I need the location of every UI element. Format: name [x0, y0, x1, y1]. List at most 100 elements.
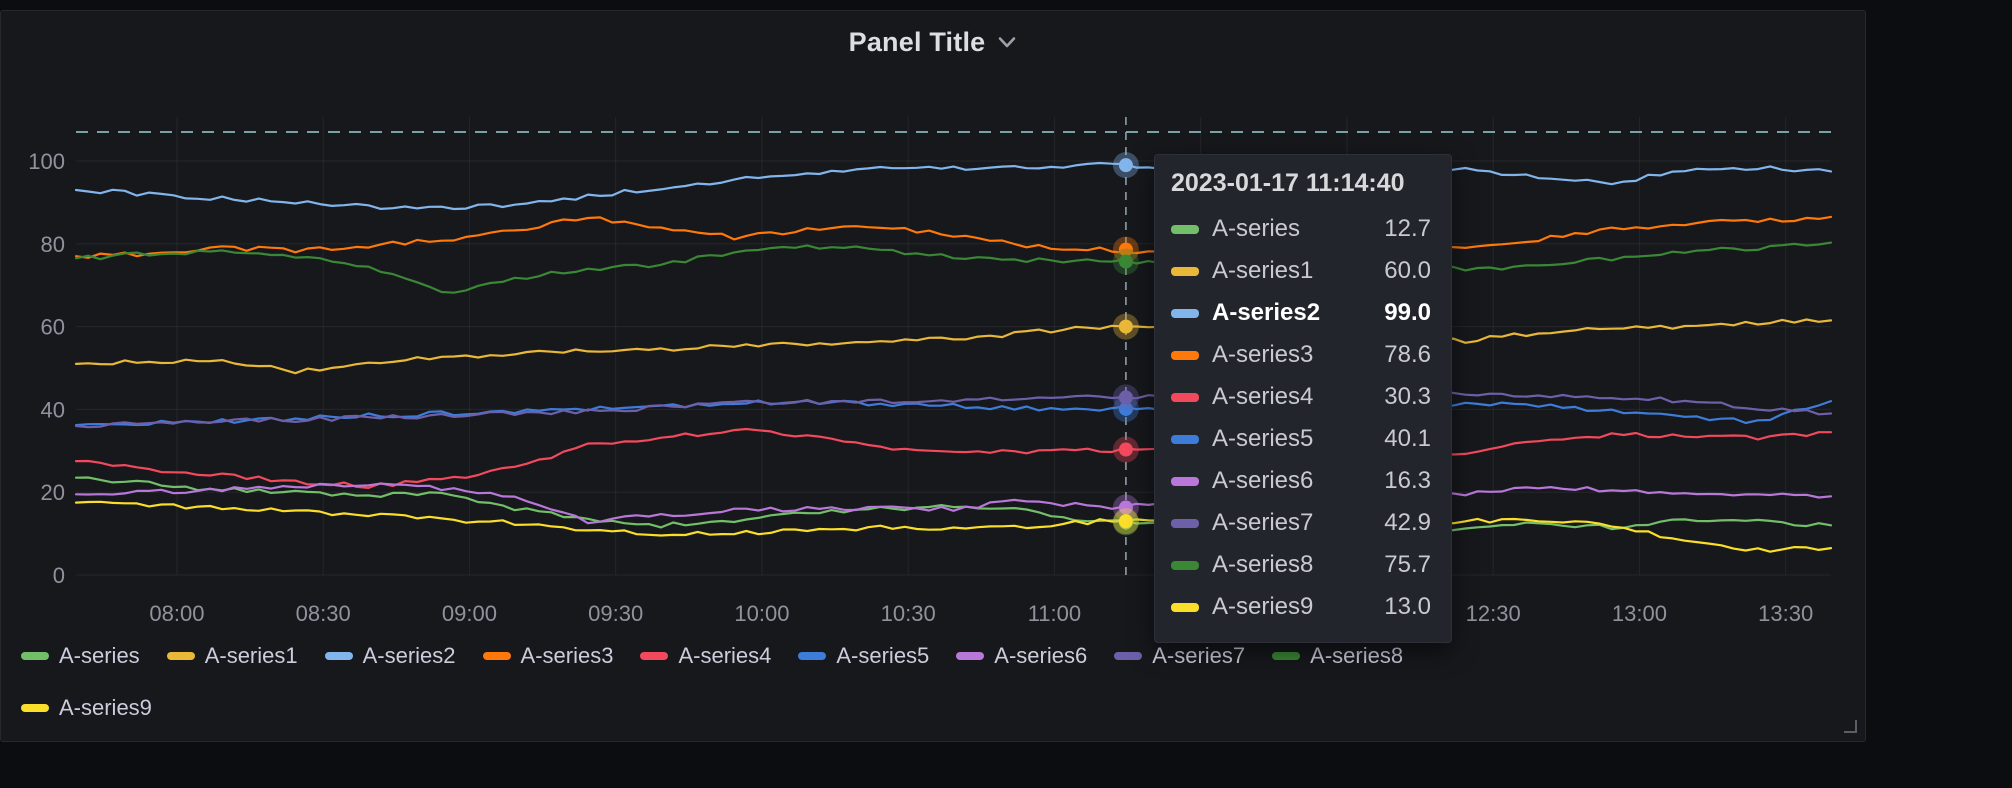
legend-item-A-series3[interactable]: A-series3 — [482, 643, 614, 669]
x-tick-label: 11:00 — [1028, 601, 1081, 626]
series-color-swatch — [1171, 518, 1199, 528]
tooltip-row-A-series9: A-series9 13.0 — [1171, 586, 1431, 628]
chart-plot-area[interactable]: 0 20 40 60 80 100 08:00 08:30 09:00 09:30 10:00 10:… — [1, 11, 1867, 743]
series-color-swatch — [482, 652, 511, 660]
y-tick-label: 80 — [41, 232, 65, 257]
hover-dot-A-series2 — [1118, 158, 1133, 173]
hover-dot-A-series7 — [1118, 390, 1133, 405]
tooltip-row-A-series2: A-series2 99.0 — [1171, 292, 1431, 334]
legend-row-2: A-series9 — [21, 693, 1821, 723]
series-color-swatch — [640, 652, 669, 660]
y-tick-label: 0 — [53, 563, 65, 588]
legend-item-label: A-series — [59, 643, 140, 668]
series-color-swatch — [1171, 266, 1199, 276]
legend-item-A-series5[interactable]: A-series5 — [798, 643, 929, 669]
x-tick-label: 12:30 — [1466, 601, 1521, 626]
tooltip-series-value: 13.0 — [1384, 593, 1431, 620]
legend-item-label: A-series6 — [994, 643, 1088, 668]
tooltip-series-value: 40.1 — [1384, 425, 1431, 452]
series-line-A-series5[interactable] — [74, 399, 1833, 427]
tooltip-series-value: 30.3 — [1384, 383, 1431, 410]
hover-dot-A-series6 — [1118, 500, 1133, 515]
legend-item-label: A-series8 — [1310, 643, 1404, 668]
x-tick-label: 08:30 — [296, 601, 351, 626]
y-tick-label: 20 — [41, 480, 65, 505]
legend-row-1: A-series A-series1 A-series2 A-series3 A-ser… — [21, 641, 1821, 671]
y-tick-label: 100 — [28, 149, 65, 174]
hover-dot-A-series5 — [1118, 401, 1133, 416]
series-color-swatch — [1171, 560, 1199, 570]
series-color-swatch — [1171, 392, 1199, 402]
legend-item-A-series1[interactable]: A-series1 — [166, 643, 298, 669]
legend-item-label: A-series1 — [204, 643, 298, 668]
series-color-swatch — [1114, 652, 1143, 660]
tooltip-series-value: 16.3 — [1384, 467, 1431, 494]
series-line-A-series4[interactable] — [74, 427, 1833, 489]
legend-item-label: A-series2 — [362, 643, 456, 668]
tooltip: 2023-01-17 11:14:40 A-series 12.7 A-series… — [1154, 154, 1452, 643]
series-line-A-series[interactable] — [74, 476, 1833, 532]
tooltip-rows: A-series 12.7 A-series1 60.0 A-series2 99.0 A-… — [1171, 208, 1431, 628]
legend-item-A-series[interactable]: A-series — [21, 643, 140, 669]
legend-item-label: A-series4 — [678, 643, 772, 668]
legend-item-A-series7[interactable]: A-series7 — [1114, 643, 1245, 669]
tooltip-series-label: A-series5 — [1212, 425, 1314, 452]
series-color-swatch — [324, 652, 353, 660]
series-line-A-series9[interactable] — [74, 500, 1833, 553]
tooltip-series-value: 99.0 — [1384, 299, 1431, 326]
tooltip-series-label: A-series2 — [1212, 299, 1321, 326]
series-color-swatch — [166, 652, 195, 660]
series-line-A-series8[interactable] — [74, 241, 1833, 294]
x-tick-label: 10:30 — [881, 601, 936, 626]
hover-dot-A-series3 — [1118, 242, 1133, 257]
tooltip-timestamp: 2023-01-17 11:14:40 — [1171, 169, 1405, 197]
tooltip-series-value: 42.9 — [1384, 509, 1431, 536]
x-tick-label: 09:00 — [442, 601, 497, 626]
tooltip-row-A-series5: A-series5 40.1 — [1171, 418, 1431, 460]
series-color-swatch — [21, 704, 49, 712]
hover-dot-A-series1 — [1118, 319, 1133, 334]
legend-item-label: A-series7 — [1152, 643, 1246, 668]
tooltip-series-label: A-series6 — [1212, 467, 1314, 494]
tooltip-series-label: A-series7 — [1212, 509, 1314, 536]
series-line-A-series2[interactable] — [74, 161, 1833, 211]
tooltip-series-label: A-series4 — [1212, 383, 1314, 410]
x-tick-label: 08:00 — [149, 601, 204, 626]
series-line-A-series1[interactable] — [74, 318, 1833, 375]
series-color-swatch — [1272, 652, 1301, 660]
tooltip-row-A-series: A-series 12.7 — [1171, 208, 1431, 250]
tooltip-series-label: A-series1 — [1212, 257, 1314, 284]
panel-header[interactable]: Panel Title — [1, 11, 1865, 73]
tooltip-series-label: A-series — [1212, 215, 1301, 242]
series-line-A-series3[interactable] — [74, 215, 1833, 259]
chevron-down-icon[interactable] — [997, 36, 1017, 49]
series-color-swatch — [1171, 350, 1199, 360]
series-line-A-series7[interactable] — [74, 389, 1833, 429]
tooltip-series-value: 75.7 — [1384, 551, 1431, 578]
legend-item-A-series9[interactable]: A-series9 — [21, 695, 152, 721]
series-line-A-series6[interactable] — [74, 482, 1833, 525]
tooltip-series-value: 12.7 — [1384, 215, 1431, 242]
tooltip-row-A-series6: A-series6 16.3 — [1171, 460, 1431, 502]
tooltip-row-A-series7: A-series7 42.9 — [1171, 502, 1431, 544]
series-color-swatch — [21, 652, 49, 660]
series-color-swatch — [1171, 308, 1199, 318]
timeseries-panel: Panel Title 0 20 40 60 80 100 08:00 08:30 09:00 0… — [0, 10, 1866, 742]
hover-dot-A-series9 — [1118, 514, 1133, 529]
panel-resize-handle[interactable] — [1844, 720, 1857, 733]
legend-item-label: A-series3 — [520, 643, 614, 668]
legend-item-A-series2[interactable]: A-series2 — [324, 643, 456, 669]
series-color-swatch — [1171, 476, 1199, 486]
series-color-swatch — [798, 652, 827, 660]
legend-item-A-series8[interactable]: A-series8 — [1272, 643, 1403, 669]
tooltip-series-value: 60.0 — [1384, 257, 1431, 284]
legend-item-label: A-series9 — [59, 695, 152, 720]
series-color-swatch — [1171, 224, 1199, 234]
tooltip-series-label: A-series3 — [1212, 341, 1314, 368]
series-color-swatch — [1171, 434, 1199, 444]
legend-item-A-series4[interactable]: A-series4 — [640, 643, 771, 669]
legend: A-series A-series1 A-series2 A-series3 A-ser… — [21, 641, 1821, 745]
legend-item-A-series6[interactable]: A-series6 — [956, 643, 1087, 669]
x-tick-label: 09:30 — [588, 601, 643, 626]
hover-dot-A-series8 — [1118, 254, 1133, 269]
